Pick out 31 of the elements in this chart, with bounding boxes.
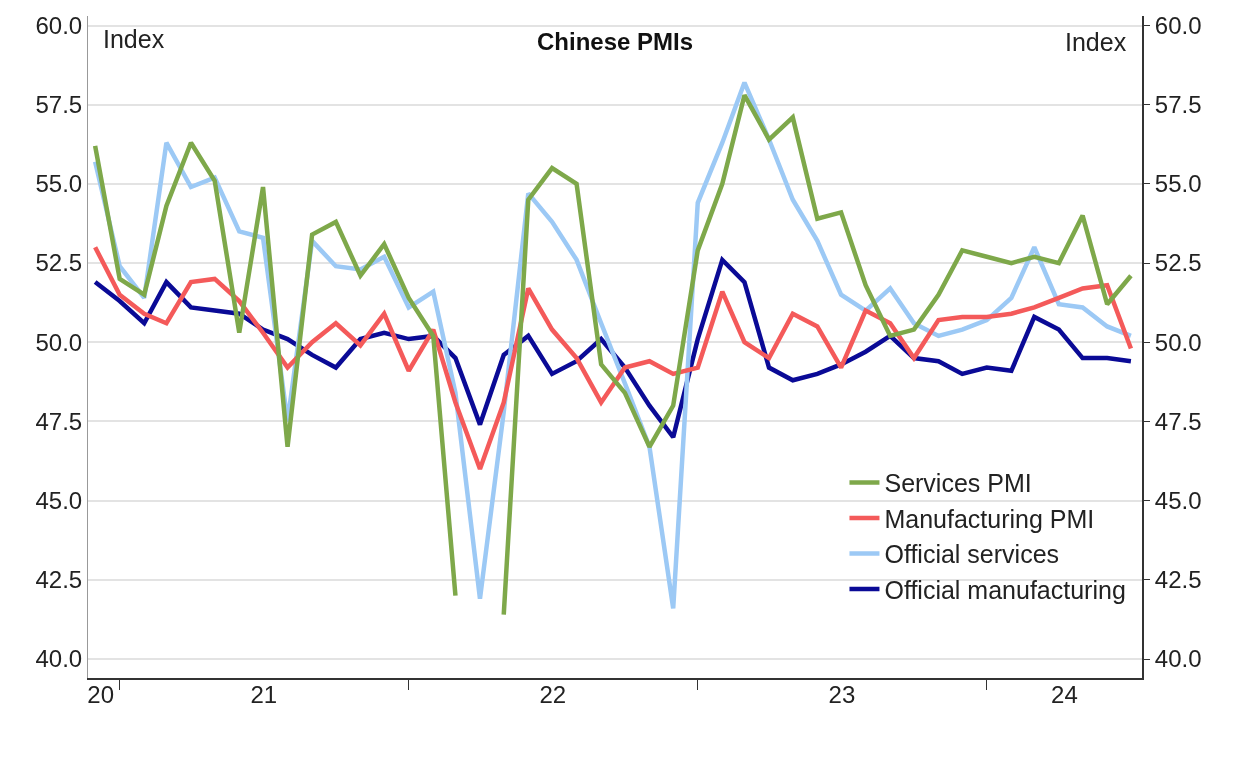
- y2-tick-label: 52.5: [1154, 249, 1202, 277]
- y-tick-label: 40.0: [35, 645, 83, 673]
- y2-tick-label: 50.0: [1154, 328, 1202, 356]
- y-tick-label: 50.0: [35, 328, 83, 356]
- x-tick-label: 20: [87, 681, 115, 708]
- y2-axis-title: Index: [1065, 28, 1127, 56]
- y-tick-label: 47.5: [35, 407, 83, 435]
- y2-tick-label: 42.5: [1154, 566, 1202, 594]
- y-tick-label: 42.5: [35, 566, 83, 594]
- text: Chinese PMIs: [537, 28, 694, 55]
- y2-tick-label: 45.0: [1154, 487, 1202, 515]
- y2-tick-label: 47.5: [1154, 407, 1202, 435]
- y2-tick-label: 60.0: [1154, 11, 1202, 39]
- y-tick-label: 52.5: [35, 249, 83, 277]
- y2-tick-label: 55.0: [1154, 170, 1202, 198]
- y-tick-label: 45.0: [35, 487, 83, 515]
- y-axis-title: Index: [103, 25, 165, 53]
- legend-label: Official manufacturing: [884, 575, 1126, 604]
- y-tick-label: 60.0: [35, 11, 83, 39]
- x-tick-label: 24: [1051, 681, 1078, 708]
- x-tick-label: 23: [828, 681, 856, 708]
- legend-label: Manufacturing PMI: [884, 504, 1095, 533]
- legend-label: Official services: [884, 540, 1060, 569]
- legend-label: Services PMI: [884, 469, 1032, 498]
- y2-tick-label: 57.5: [1154, 91, 1202, 119]
- x-tick-label: 22: [539, 681, 567, 708]
- x-tick-label: 21: [250, 681, 278, 708]
- y-tick-label: 55.0: [35, 170, 83, 198]
- line-series: [92, 244, 1134, 472]
- y-tick-label: 57.5: [35, 91, 83, 119]
- y2-tick-label: 40.0: [1154, 645, 1202, 673]
